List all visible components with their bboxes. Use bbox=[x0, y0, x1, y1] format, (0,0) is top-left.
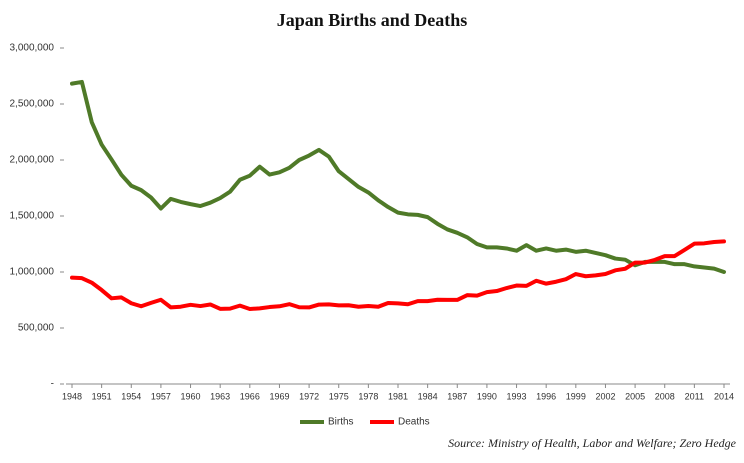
chart-title: Japan Births and Deaths bbox=[277, 10, 468, 30]
x-tick-label: 2008 bbox=[655, 391, 675, 401]
x-tick-label: 2005 bbox=[625, 391, 645, 401]
y-tick-label: 1,500,000 bbox=[10, 211, 55, 222]
x-tick-label: 1987 bbox=[447, 391, 467, 401]
x-tick-label: 1996 bbox=[536, 391, 556, 401]
x-tick-label: 1954 bbox=[121, 391, 141, 401]
x-tick-label: 1984 bbox=[418, 391, 438, 401]
x-tick-label: 1957 bbox=[151, 391, 171, 401]
x-tick-label: 1981 bbox=[388, 391, 408, 401]
y-tick-label: 2,000,000 bbox=[10, 155, 55, 166]
x-tick-label: 1969 bbox=[269, 391, 289, 401]
y-tick-label: 3,000,000 bbox=[10, 43, 55, 54]
x-tick-label: 1993 bbox=[507, 391, 527, 401]
y-tick-label: 500,000 bbox=[18, 323, 55, 334]
x-tick-label: 1951 bbox=[92, 391, 112, 401]
x-tick-label: 1975 bbox=[329, 391, 349, 401]
x-tick-label: 2014 bbox=[714, 391, 734, 401]
x-tick-label: 1999 bbox=[566, 391, 586, 401]
x-tick-label: 1960 bbox=[181, 391, 201, 401]
source-note: Source: Ministry of Health, Labor and We… bbox=[448, 436, 737, 450]
x-tick-label: 1972 bbox=[299, 391, 319, 401]
x-tick-label: 2002 bbox=[595, 391, 615, 401]
y-tick-label: 1,000,000 bbox=[10, 267, 55, 278]
line-series bbox=[70, 239, 726, 311]
x-tick-label: 2011 bbox=[685, 391, 704, 401]
line-series bbox=[70, 79, 726, 274]
x-tick-label: 1948 bbox=[62, 391, 82, 401]
y-tick-label: - bbox=[51, 379, 54, 390]
x-tick-label: 1990 bbox=[477, 391, 497, 401]
y-tick-label: 2,500,000 bbox=[10, 99, 55, 110]
x-tick-label: 1978 bbox=[358, 391, 378, 401]
x-tick-label: 1966 bbox=[240, 391, 260, 401]
legend-label: Births bbox=[328, 417, 354, 428]
legend-label: Deaths bbox=[398, 417, 430, 428]
x-tick-label: 1963 bbox=[210, 391, 230, 401]
